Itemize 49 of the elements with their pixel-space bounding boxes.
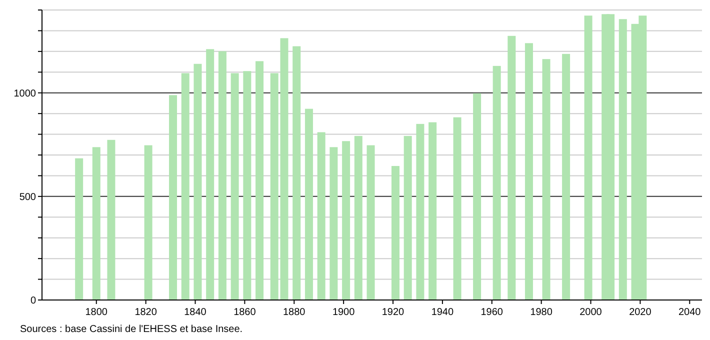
bar <box>492 66 501 300</box>
bar <box>473 93 482 300</box>
bar <box>416 124 424 300</box>
bar <box>218 51 226 300</box>
bar <box>317 132 326 300</box>
bar <box>92 147 100 300</box>
x-tick-label: 1800 <box>85 307 108 318</box>
y-tick-label: 1000 <box>14 88 36 100</box>
bar <box>508 36 516 300</box>
bar <box>330 147 338 300</box>
bar <box>366 145 375 300</box>
bar <box>256 61 264 300</box>
x-tick-label: 1860 <box>234 307 256 318</box>
x-tick-label: 2000 <box>580 307 602 318</box>
bar <box>75 158 84 300</box>
bar <box>107 140 116 300</box>
x-tick-label: 1880 <box>283 307 306 318</box>
bar <box>453 117 462 300</box>
bar <box>428 122 437 300</box>
bar <box>584 16 592 300</box>
bar <box>618 19 627 300</box>
x-tick-label: 1920 <box>382 307 405 318</box>
bar <box>292 46 301 300</box>
x-tick-label: 1820 <box>134 307 158 318</box>
bar <box>144 145 152 300</box>
bar <box>562 54 570 300</box>
bar <box>542 59 550 300</box>
bar <box>391 166 400 300</box>
x-tick-label: 1980 <box>530 307 553 318</box>
x-tick-label: 2040 <box>678 307 702 318</box>
bar <box>524 43 533 300</box>
y-tick-label: 500 <box>19 192 36 203</box>
bar <box>404 136 412 300</box>
x-tick-label: 1960 <box>480 307 504 318</box>
source-note: Sources : base Cassini de l'EHESS et base Insee. <box>20 324 243 335</box>
bar <box>230 73 239 300</box>
x-tick-label: 1900 <box>332 307 356 318</box>
x-tick-label: 2020 <box>629 307 652 318</box>
bar <box>304 108 313 300</box>
x-tick-label: 1940 <box>431 307 454 318</box>
bar <box>354 136 362 300</box>
bar <box>169 95 178 300</box>
bar <box>206 49 214 300</box>
bar <box>342 141 350 300</box>
bar <box>194 64 202 300</box>
x-tick-label: 1840 <box>184 307 207 318</box>
y-tick-label: 0 <box>30 296 36 306</box>
bar <box>181 73 190 300</box>
bar <box>243 71 252 300</box>
